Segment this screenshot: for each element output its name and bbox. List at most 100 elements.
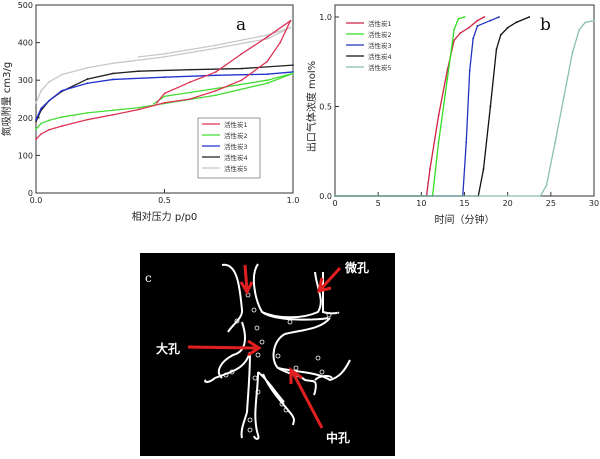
pore-diagram-c: c 微孔 大孔 中孔	[140, 253, 395, 456]
label-mesopore: 中孔	[326, 430, 350, 445]
data-point	[554, 141, 557, 144]
data-point	[482, 168, 485, 171]
diagram-background	[140, 253, 395, 456]
arrow-macro	[187, 339, 262, 357]
data-point	[60, 116, 63, 118]
series-4	[334, 16, 531, 197]
data-point	[47, 128, 50, 131]
pore-branches	[204, 263, 351, 440]
series-line	[156, 20, 291, 104]
adsorbent-particles	[223, 292, 332, 433]
data-point	[215, 94, 217, 97]
data-point	[292, 72, 294, 75]
chart-a: 0.0 0.5 1.0 0 100 200 300 400 500 相对压力 p/p0 氮吸附量 c…	[0, 1, 299, 223]
data-point	[446, 78, 449, 81]
data-point	[189, 68, 192, 71]
series-3	[35, 71, 294, 121]
data-point	[40, 89, 43, 92]
data-point	[528, 16, 531, 18]
data-point	[240, 67, 243, 70]
series-1	[334, 16, 486, 197]
data-point	[155, 101, 158, 104]
label-micropore: 微孔	[344, 260, 369, 275]
data-point	[35, 120, 37, 123]
data-point	[112, 78, 114, 81]
data-point	[35, 118, 37, 121]
series-line	[35, 71, 294, 120]
data-point	[506, 26, 509, 29]
data-point	[289, 26, 292, 29]
data-point	[446, 69, 449, 72]
panel-label-c: c	[145, 271, 152, 285]
data-point	[86, 112, 89, 114]
data-point	[476, 19, 479, 22]
data-point	[60, 125, 63, 127]
data-point	[47, 81, 50, 83]
series-line	[335, 16, 500, 197]
data-point	[279, 41, 282, 44]
data-point	[266, 79, 269, 82]
x-tick-label: 10	[416, 199, 426, 208]
legend-label: 活性炭4	[224, 153, 248, 162]
data-point	[86, 66, 89, 69]
data-point	[266, 37, 269, 40]
data-point	[40, 107, 43, 110]
data-point	[465, 141, 468, 144]
data-point	[289, 19, 292, 22]
series-line	[35, 26, 291, 104]
data-point	[240, 52, 243, 55]
series-line	[335, 16, 485, 197]
y-axis-label: 氮吸附量 cm3/g	[0, 62, 13, 137]
data-point	[266, 73, 269, 76]
legend-label: 活性炭1	[368, 19, 392, 28]
label-macropore: 大孔	[156, 341, 180, 356]
y-axis-label: 出口气体浓度 mol%	[305, 61, 318, 152]
data-point	[495, 48, 498, 51]
legend-label: 活性炭5	[224, 164, 248, 173]
data-point	[163, 101, 166, 104]
data-point	[112, 62, 114, 65]
legend-label: 活性炭3	[224, 142, 248, 151]
legend-label: 活性炭3	[368, 41, 392, 50]
data-point	[578, 28, 581, 31]
data-point	[47, 119, 50, 122]
y-tick-label: 0.0	[319, 192, 332, 201]
arrow-micro	[316, 266, 342, 294]
data-point	[467, 26, 470, 29]
series-3	[334, 16, 500, 197]
data-point	[266, 36, 269, 38]
data-point	[266, 34, 269, 36]
series-5	[35, 19, 292, 141]
x-tick-label: 20	[503, 199, 513, 208]
arrow-top	[239, 264, 254, 296]
legend-label: 活性炭2	[224, 131, 248, 140]
data-point	[86, 78, 89, 80]
data-point	[472, 37, 475, 40]
y-tick-label: 1.0	[319, 13, 332, 22]
x-tick-label: 0	[332, 199, 337, 208]
data-point	[35, 138, 37, 141]
data-point	[545, 184, 548, 187]
data-point	[163, 95, 166, 98]
series-2	[334, 16, 466, 197]
x-tick-label: 1.0	[287, 196, 300, 205]
y-tick-label: 500	[18, 1, 33, 10]
legend: 活性炭1 活性炭2 活性炭3 活性炭4 活性炭5	[197, 117, 261, 179]
data-point	[112, 72, 114, 75]
data-point	[584, 21, 587, 24]
legend-label: 活性炭2	[368, 30, 392, 39]
data-point	[437, 141, 440, 144]
legend-label: 活性炭1	[224, 120, 248, 129]
data-point	[266, 60, 269, 63]
data-point	[189, 81, 192, 83]
data-point	[483, 16, 486, 18]
data-point	[468, 69, 471, 72]
y-tick-label: 400	[18, 39, 33, 48]
series-line	[35, 20, 292, 140]
chart-b: 0 5 10 15 20 25 30 0.0 0.5 1.0 时间（分钟） 出口气体浓度 mol% 活性…	[305, 4, 599, 226]
x-tick-label: 30	[589, 199, 599, 208]
data-point	[163, 52, 166, 55]
data-point	[215, 89, 217, 92]
data-point	[215, 47, 217, 50]
